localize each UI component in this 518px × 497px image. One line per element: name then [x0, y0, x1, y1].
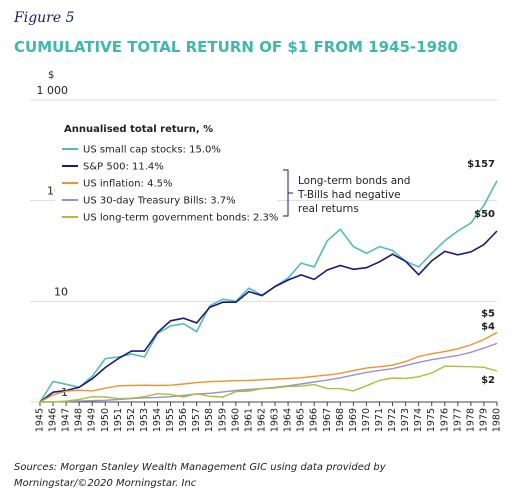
legend-box: [55, 117, 277, 223]
x-tick-label: 1972: [387, 408, 398, 432]
x-tick-label: 1965: [296, 408, 307, 432]
x-tick-label: 1978: [465, 408, 476, 432]
x-tick-label: 1950: [100, 408, 111, 432]
legend-title: Annualised total return, %: [64, 124, 213, 135]
x-tick-label: 1947: [61, 408, 72, 432]
annotation: Long-term bonds and: [298, 175, 410, 187]
x-tick-label: 1976: [439, 408, 450, 432]
legend-label: US 30-day Treasury Bills: 3.7%: [83, 196, 236, 207]
x-tick-label: 1961: [243, 408, 254, 432]
figure-label: Figure 5: [13, 10, 75, 26]
x-tick-label: 1979: [478, 408, 489, 432]
x-tick-label: 1956: [178, 408, 189, 432]
legend-label: S&P 500: 11.4%: [83, 162, 164, 173]
x-tick-label: 1959: [217, 408, 228, 432]
x-tick-label: 1974: [413, 408, 424, 432]
legend-label: US inflation: 4.5%: [83, 179, 173, 190]
legend-label: US long-term government bonds: 2.3%: [83, 213, 278, 224]
x-tick-label: 1957: [191, 408, 202, 432]
x-tick-label: 1973: [400, 408, 411, 432]
x-tick-label: 1970: [361, 408, 372, 432]
x-tick-label: 1969: [348, 408, 359, 432]
y-tick-label: 1 000: [37, 84, 69, 97]
x-tick-label: 1954: [152, 408, 163, 432]
legend: US small cap stocks: 15.0% S&P 500: 11.4%…: [62, 145, 278, 224]
source: Sources: Morgan Stanley Wealth Managemen…: [14, 462, 387, 473]
x-tick-label: 1964: [283, 408, 294, 432]
annotation: T-Bills had negative: [297, 189, 401, 201]
y-tick-label: 10: [54, 285, 68, 298]
x-tick-label: 1952: [126, 408, 137, 432]
x-tick-label: 1967: [322, 408, 333, 432]
x-tick-label: 1955: [165, 408, 176, 432]
source: Morningstar/©2020 Morningstar. Inc: [14, 478, 197, 489]
y-unit: $: [48, 70, 54, 81]
end-label: $50: [474, 209, 495, 220]
y-tick-label: 1: [61, 386, 68, 399]
chart-title: CUMULATIVE TOTAL RETURN OF $1 FROM 1945-…: [14, 38, 458, 56]
x-tick-label: 1980: [492, 408, 503, 432]
end-label: $4: [481, 321, 495, 332]
x-tick-label: 1977: [452, 408, 463, 432]
x-tick-label: 1963: [270, 408, 281, 432]
x-tick-label: 1946: [48, 408, 59, 432]
x-tick-label: 1958: [204, 408, 215, 432]
series-line: [40, 365, 498, 403]
series-line: [39, 331, 498, 403]
x-tick-label: 1962: [256, 408, 267, 432]
series-line: [39, 230, 498, 403]
x-tick-label: 1968: [335, 408, 346, 432]
x-tick-label: 1949: [87, 408, 98, 432]
x-tick-label: 1953: [139, 408, 150, 432]
series-line: [39, 342, 498, 403]
x-tick-label: 1948: [74, 408, 85, 432]
x-tick-label: 1971: [374, 408, 385, 432]
legend-label: US small cap stocks: 15.0%: [83, 145, 221, 156]
end-label: $2: [481, 375, 495, 386]
x-tick-label: 1951: [113, 408, 124, 432]
bracket: [283, 169, 293, 217]
end-label: $157: [467, 159, 495, 170]
x-tick-label: 1945: [35, 408, 46, 432]
x-tick-label: 1975: [426, 408, 437, 432]
end-label: $5: [481, 309, 495, 320]
annotation: real returns: [298, 203, 359, 215]
x-tick-label: 1960: [230, 408, 241, 432]
x-tick-label: 1966: [309, 408, 320, 432]
